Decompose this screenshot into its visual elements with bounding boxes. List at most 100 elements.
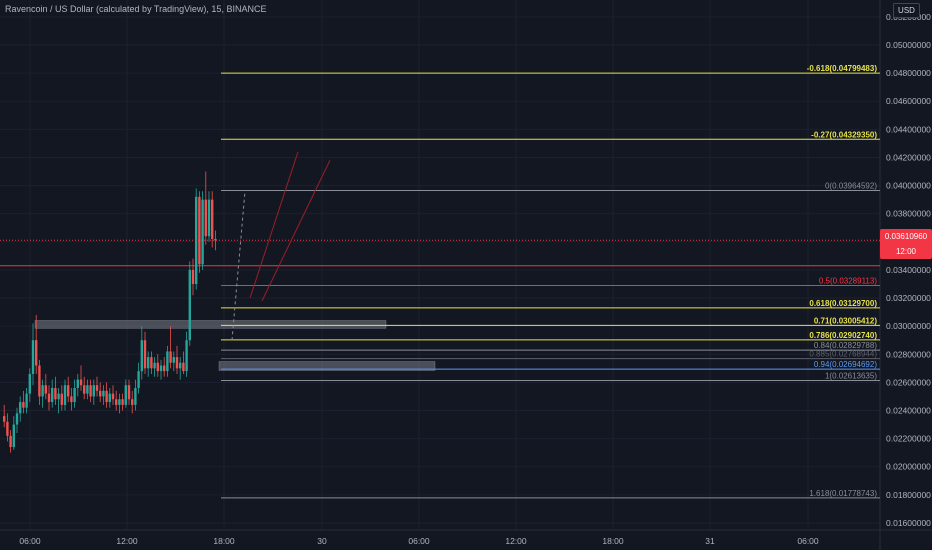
candle-body [195,196,198,284]
candle-body [19,402,22,414]
y-tick-label: 0.04800000 [886,68,931,78]
fib-level-label: 0.84(0.02829788) [814,341,878,350]
candle [207,191,211,242]
fib-level-label: 1.618(0.01778743) [809,489,877,498]
candle [172,351,175,372]
candle [70,388,73,411]
y-tick-label: 0.03800000 [886,209,931,219]
candle-body [22,402,25,408]
candle [214,230,217,251]
candle-body [95,385,99,391]
candle [175,345,179,374]
candle [198,191,201,273]
candle-body [163,365,166,372]
candle [195,188,198,290]
candle-body [73,388,76,403]
candle-body [201,199,204,265]
candle [31,323,35,386]
candle-body [60,393,63,405]
candle [83,376,86,400]
zone-rect [218,361,436,371]
x-tick-label: 12:00 [116,536,138,546]
candle [3,404,6,428]
candle-body [3,416,6,422]
candle [131,390,134,414]
candle [9,430,12,453]
candle [150,351,153,374]
candle [204,171,207,245]
candle [191,258,195,296]
candle-body [12,424,15,448]
y-tick-label: 0.03200000 [886,293,931,303]
currency-button[interactable]: USD [893,3,920,18]
candle [102,385,105,405]
candle-body [147,357,150,369]
candle [95,376,99,397]
candle-body [121,399,124,405]
y-tick-label: 0.02800000 [886,349,931,359]
x-tick-label: 12:00 [505,536,527,546]
candle [143,331,147,374]
candle-body [83,385,86,394]
candle [108,388,111,408]
candle [35,314,38,374]
candle-body [137,371,140,389]
candle-body [86,385,89,394]
last-price-badge: 0.03610960 12:00 [880,229,932,259]
candle-body [214,238,217,241]
candle-body [204,199,207,237]
candle-body [198,196,201,265]
candle [6,413,9,442]
trend-line-upper [249,151,299,299]
candle [67,376,70,403]
candle [41,379,44,408]
x-tick-label: 30 [317,536,327,546]
fib-level-label: 0.618(0.03129700) [809,299,877,308]
candle [137,362,140,394]
x-tick-label: 06:00 [797,536,819,546]
candle [124,379,127,408]
candle-body [172,357,175,363]
y-tick-label: 0.04600000 [886,96,931,106]
candle [12,416,15,450]
fib-level-label: 0.94(0.02694692) [814,360,878,369]
candle [89,379,92,403]
zone-rect [34,320,387,329]
y-tick-label: 0.03400000 [886,265,931,275]
candle [115,390,118,411]
y-tick-label: 0.03000000 [886,321,931,331]
candle-body [127,385,131,400]
candle-body [108,393,111,403]
x-tick-label: 06:00 [19,536,41,546]
candle [169,326,172,369]
chart-title: Ravencoin / US Dollar (calculated by Tra… [5,4,267,14]
candle-countdown: 12:00 [895,247,917,256]
candle-body [15,413,19,425]
candle [19,396,22,422]
candle [22,390,25,414]
fib-level-label: 1(0.02613635) [825,371,877,380]
candle-body [9,435,12,448]
candle-body [111,393,115,400]
candle [185,331,188,377]
candle [147,351,150,377]
candle [134,379,137,411]
y-tick-label: 0.02600000 [886,377,931,387]
candle-body [105,390,108,403]
candle-body [38,365,41,397]
candle-body [28,373,31,394]
candle [51,379,54,408]
candle-body [166,351,169,372]
fib-level-label: -0.27(0.04329350) [811,130,877,139]
candle-body [143,340,147,369]
candle-body [57,393,60,400]
candle [57,388,60,414]
candle [28,368,31,403]
candle-body [182,362,185,372]
candle-body [159,365,163,372]
y-tick-label: 0.02200000 [886,434,931,444]
candle [15,407,19,433]
candle-body [153,362,156,369]
candle-body [79,379,83,386]
